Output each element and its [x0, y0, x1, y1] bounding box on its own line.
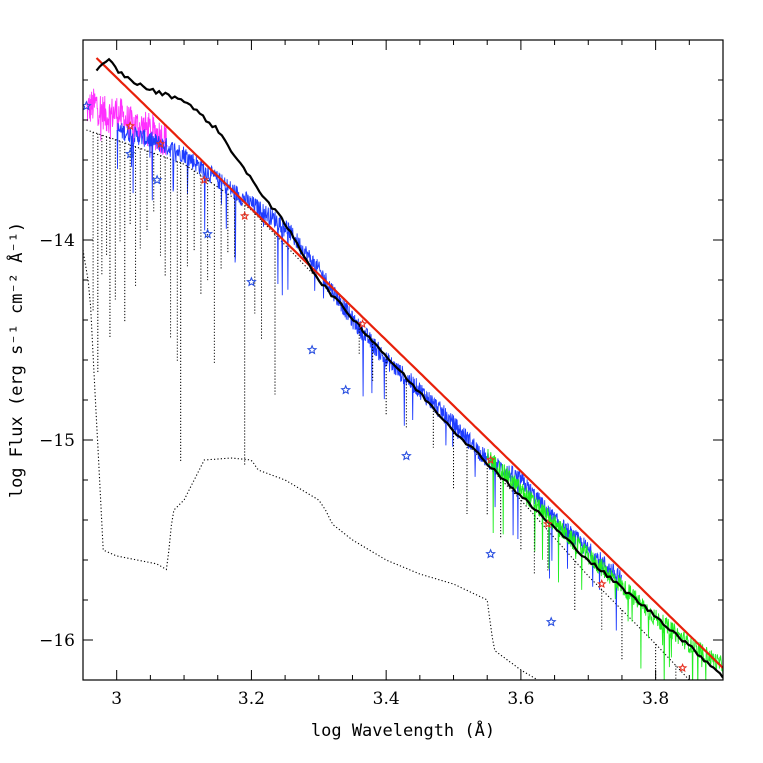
series-model-total: [95, 57, 723, 679]
y-axis-label: log Flux (erg s⁻¹ cm⁻² Å⁻¹): [5, 222, 27, 498]
series-observed-spectrum-green: [486, 448, 723, 680]
series-observed-spectrum-magenta: [86, 88, 168, 181]
photometry-red-star: [239, 210, 250, 221]
photometry-blue-star: [202, 228, 213, 239]
photometry-red-star: [596, 578, 607, 589]
photometry-red-star: [485, 454, 496, 465]
photometry-red-star: [199, 174, 210, 185]
y-tick-label: −16: [39, 631, 75, 651]
photometry-blue-star: [246, 276, 257, 287]
series-secondary-component-dotted: [83, 249, 539, 680]
photometry-blue-star: [401, 450, 412, 461]
y-tick-label: −15: [39, 431, 75, 451]
axis-ticks: 3 3.2 3.4 3.6 3.8 −16 −15 −14: [39, 39, 724, 709]
series-power-law-fit: [95, 57, 723, 669]
photometry-red-star: [125, 120, 135, 131]
series-observed-spectrum-blue: [116, 122, 622, 631]
y-tick-label: −14: [39, 231, 75, 251]
photometry-blue-star: [545, 616, 557, 627]
x-tick-label: 3.6: [507, 689, 534, 709]
x-tick-label: 3.8: [642, 689, 669, 709]
photometry-blue-star: [306, 344, 318, 355]
photometry-blue-star: [151, 174, 163, 185]
photometry-blue-star: [340, 384, 352, 395]
x-axis-label: log Wavelength (Å): [311, 719, 495, 741]
photometry-red-star: [677, 662, 688, 673]
photometry-red-star: [155, 138, 166, 149]
x-tick-label: 3.4: [373, 689, 400, 709]
photometry-red-star: [357, 318, 368, 329]
photometry-red-star: [543, 518, 553, 529]
plot-area: [83, 57, 723, 680]
plot-frame: [82, 39, 724, 681]
photometry-blue-star: [485, 548, 496, 559]
x-tick-label: 3: [111, 689, 122, 709]
photometry-blue-star: [124, 148, 136, 159]
x-tick-label: 3.2: [238, 689, 265, 709]
